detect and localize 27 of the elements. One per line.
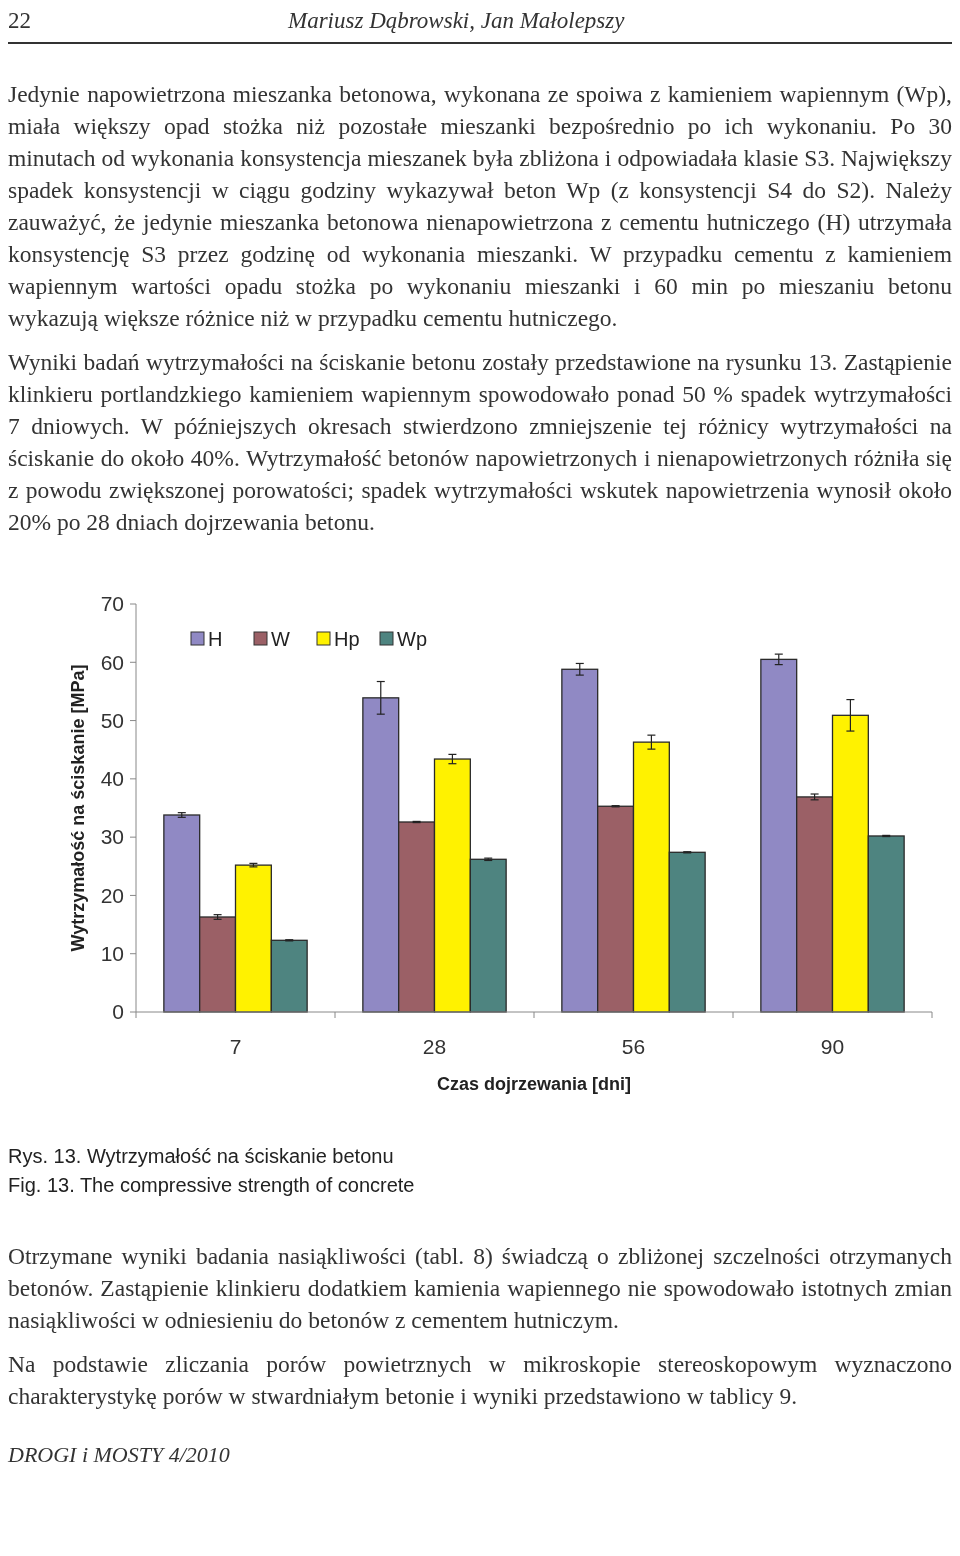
x-tick-label: 90 [820, 1035, 845, 1058]
text: Jedynie napowietrzona mieszanka betonowa, wykonana ze spoiwa z kamieniem wapiennym (Wp), miała większy opad stożka niż pozostałe mieszanki bezpośrednio po ich wykonaniu. Po 30 minutach od wykonania konsystencja mieszanek była zbliżona i odpowiadała klasie S3. Największy spadek konsystencji w ciągu godziny wykazywał beton Wp (z konsystencji S4 do S2). Należy zauważyć, że jedynie mieszanka betonowa nienapowietrzona z cementu hutniczego (H) utrzymała konsystencję S3 przez godzinę od wykonania mieszanki. W przypadku cementu z kamieniem wapiennym wartości opadu stożka po wykonaniu mieszanki i 60 min po mieszaniu betonu wykazują większe różnice niż w przypadku cementu hutniczego. [8, 80, 952, 333]
x-tick-label: 7 [229, 1035, 242, 1058]
x-tick-label: 28 [422, 1035, 447, 1058]
x-tick-label: 56 [621, 1035, 646, 1058]
legend-label: H [208, 628, 223, 650]
y-tick-label: 20 [100, 883, 124, 907]
y-tick-label: 40 [100, 767, 124, 791]
text: Wyniki badań wytrzymałości na ściskanie betonu zostały przedstawione na rysunku 13. Zastąpienie klinkieru portlandzkiego kamieniem wapiennym spowodowało ponad 50 % spadek wytrzymałości 7 dniowych. W późniejszych okresach stwierdzono zmniejszenie tej różnicy wytrzymałości na ściskanie do około 40%. Wytrzymałość betonów napowietrzonych i nienapowietrzonych różniła się z powodu zwiększonej porowatości; spadek wytrzymałości wskutek napowietrzenia wynosił około 20% po 28 dniach dojrzewania betonu. [8, 348, 952, 537]
y-tick-label: 10 [100, 942, 124, 966]
text: 22 [8, 8, 32, 34]
y-axis-title: Wytrzymałość na ściskanie [MPa] [68, 664, 88, 952]
y-tick-label: 70 [100, 592, 124, 616]
x-axis-title: Czas dojrzewania [dni] [436, 1074, 632, 1094]
y-tick-label: 50 [100, 708, 124, 732]
text: DROGI i MOSTY 4/2010 [8, 1442, 231, 1468]
y-tick-label: 30 [100, 825, 124, 849]
text: Mariusz Dąbrowski, Jan Małolepszy [288, 8, 625, 34]
text: Otrzymane wyniki badania nasiąkliwości (tabl. 8) świadczą o zbliżonej szczelności otrzymanych betonów. Zastąpienie klinkieru dodatkiem kamienia wapiennego nie spowodowało istotnych zmian nasiąkliwości w odniesieniu do betonów z cementem hutniczym. [8, 1242, 952, 1335]
text: Rys. 13. Wytrzymałość na ściskanie betonu [8, 1144, 395, 1169]
legend-label: W [271, 628, 290, 650]
y-tick-label: 0 [112, 1000, 124, 1024]
legend-label: Hp [334, 628, 360, 650]
y-tick-label: 60 [100, 650, 124, 674]
legend-label: Wp [397, 628, 427, 650]
text: Na podstawie zliczania porów powietrznych w mikroskopie stereoskopowym wyznaczono charakterystykę porów w stwardniałym betonie i wyniki przedstawiono w tablicy 9. [8, 1350, 952, 1411]
caption: Fig. 13. The compressive strength of concrete [8, 1173, 416, 1198]
